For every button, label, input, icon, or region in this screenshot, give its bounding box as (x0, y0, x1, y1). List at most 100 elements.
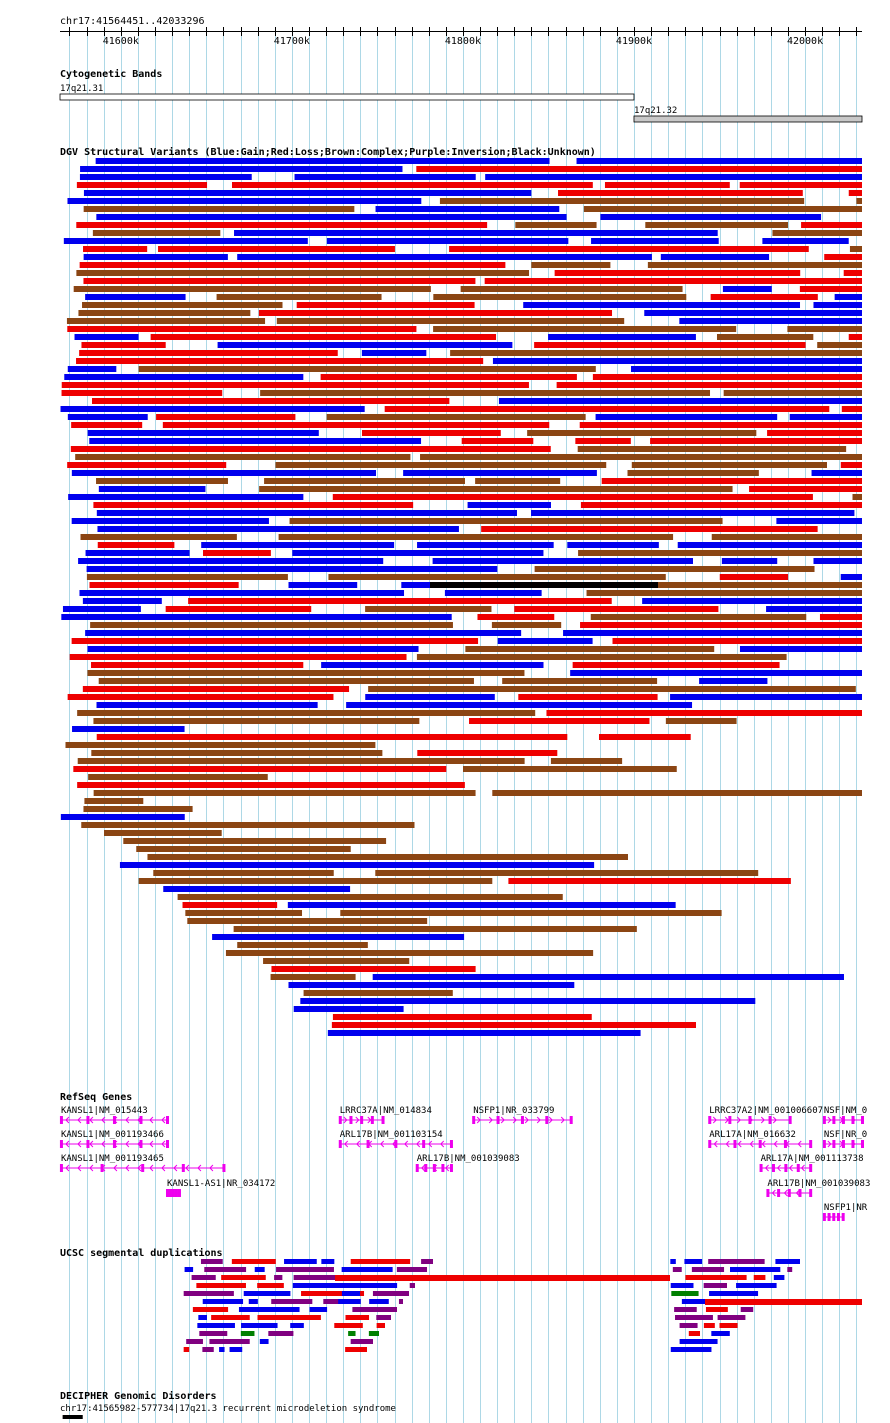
dgv-variant (321, 662, 544, 668)
dgv-variant (71, 422, 143, 428)
dgv-variant (287, 902, 676, 908)
dgv-variant (550, 758, 623, 764)
segdup-feature (679, 1339, 718, 1344)
dgv-variant (583, 206, 862, 212)
dgv-variant (361, 350, 427, 356)
dgv-variant (292, 550, 544, 556)
ruler-tick-label: 41800k (445, 36, 481, 47)
segdup-feature (350, 1259, 411, 1264)
dgv-variant (841, 406, 862, 412)
dgv-variant (497, 638, 593, 644)
segdup-feature (345, 1315, 370, 1320)
gene-exon (59, 1164, 63, 1172)
gene-strand-arrow (500, 1116, 505, 1124)
gene-exon (783, 1140, 787, 1148)
segdup-feature (192, 1307, 229, 1312)
gene-exon (569, 1116, 573, 1124)
segdup-feature (352, 1307, 397, 1312)
dgv-variant (83, 190, 532, 196)
dgv-variant (86, 574, 288, 580)
dgv-variant (264, 478, 465, 484)
gene-strand-arrow (185, 1164, 190, 1172)
dgv-variant (567, 542, 659, 548)
segdup-track-title: UCSC segmental duplications (60, 1247, 223, 1259)
segdup-feature (671, 1291, 699, 1296)
gene-exon (788, 1116, 792, 1124)
dgv-variant (289, 518, 723, 524)
dgv-variant (465, 646, 715, 652)
segdup-feature (197, 1323, 235, 1328)
gene-exon (841, 1213, 845, 1221)
gene-strand-arrow (101, 1140, 106, 1148)
dgv-variant (188, 598, 612, 604)
decipher-track-title: DECIPHER Genomic Disorders (60, 1390, 217, 1402)
dgv-variant (91, 750, 383, 756)
dgv-variant (365, 694, 495, 700)
dgv-variant (60, 406, 365, 412)
gene-strand-arrow (101, 1164, 106, 1172)
dgv-variant (677, 542, 862, 548)
dgv-variant (592, 374, 862, 380)
dgv-variant (258, 310, 613, 316)
dgv-variant (71, 470, 376, 476)
gene-exon (415, 1164, 419, 1172)
dgv-variant (81, 822, 415, 828)
dgv-variant (600, 214, 822, 220)
dgv-variant (432, 558, 694, 564)
dgv-variant (580, 502, 862, 508)
gene-exon (86, 1140, 90, 1148)
dgv-variant (62, 606, 141, 612)
gene-strand-arrow (827, 1116, 832, 1124)
dgv-variant (67, 414, 148, 420)
segdup-feature (271, 1299, 313, 1304)
dgv-variant (601, 478, 862, 484)
dgv-variant (67, 366, 117, 372)
dgv-variant (259, 486, 733, 492)
dgv-variant (96, 478, 228, 484)
dgv-variant (660, 254, 770, 260)
dgv-variant (532, 582, 862, 588)
gene-strand-arrow (851, 1140, 856, 1148)
gene-exon (832, 1140, 836, 1148)
dgv-variant (817, 342, 862, 348)
gene-strand-arrow (776, 1164, 781, 1172)
dgv-variant (83, 246, 148, 252)
dgv-variant (89, 582, 239, 588)
dgv-variant (699, 678, 768, 684)
gene-exon (86, 1116, 90, 1124)
dgv-variant (375, 206, 560, 212)
segdup-feature (398, 1299, 403, 1304)
gene-strand-arrow (137, 1164, 142, 1172)
dgv-variant (82, 598, 162, 604)
dgv-variant (296, 302, 475, 308)
dgv-variant (579, 422, 862, 428)
gene-strand-arrow (355, 1116, 360, 1124)
segdup-feature (338, 1299, 361, 1304)
dgv-variant (76, 182, 208, 188)
dgv-variant (76, 270, 530, 276)
dgv-variant (644, 310, 862, 316)
dgv-variant (789, 414, 862, 420)
dgv-variant (650, 438, 862, 444)
dgv-variant (79, 174, 252, 180)
refseq-track: RefSeq Genes KANSL1|NM_015443 LRRC37A|NM_… (59, 1092, 870, 1221)
gene-strand-arrow (783, 1189, 788, 1197)
dgv-variant (572, 662, 780, 668)
dgv-variant (799, 286, 862, 292)
gene-exon (449, 1164, 453, 1172)
dgv-variant (96, 702, 318, 708)
gene-strand-arrow (827, 1140, 832, 1148)
dgv-variant (83, 278, 476, 284)
dgv-variant (577, 446, 847, 452)
dgv-variant (80, 166, 403, 172)
dgv-variant (77, 782, 465, 788)
dgv-variant (749, 486, 862, 492)
dgv-variant (723, 390, 862, 396)
gene-label: ARL17B|NM_001039083 (767, 1179, 870, 1189)
gene-label: KANSL1-AS1|NR_034172 (167, 1179, 275, 1189)
dgv-variant (475, 478, 561, 484)
ruler-tick-label: 42000k (787, 36, 823, 47)
gene-strand-arrow (839, 1140, 844, 1148)
dgv-variant (372, 974, 844, 980)
gene-strand-arrow (772, 1116, 777, 1124)
